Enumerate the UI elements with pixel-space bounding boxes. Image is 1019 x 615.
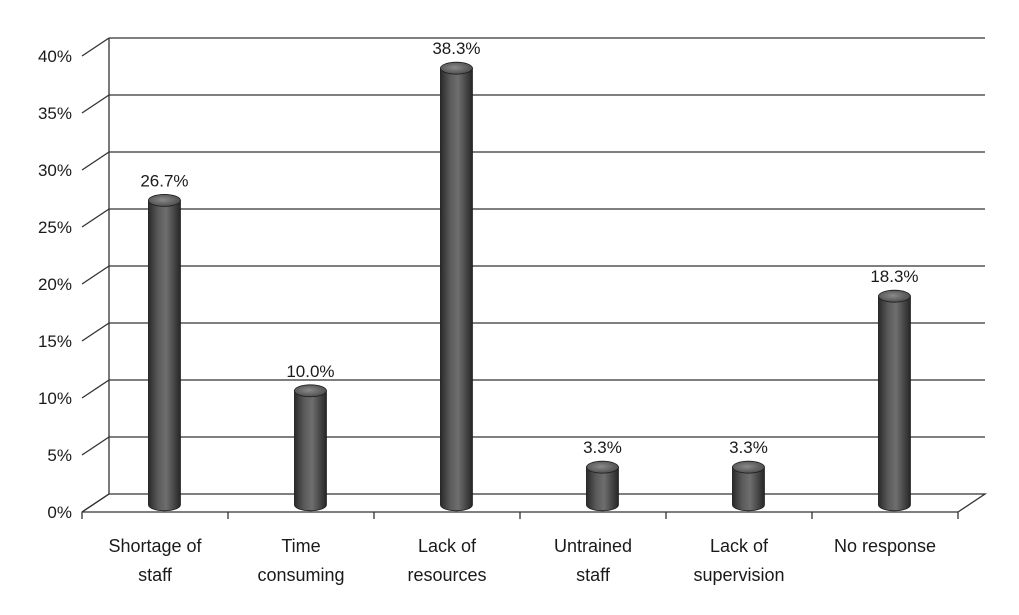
bar (732, 460, 765, 512)
category-label: Lack of supervision (693, 536, 784, 585)
data-label: 3.3% (583, 438, 622, 457)
side-wall-line (81, 37, 110, 57)
side-wall-line (81, 151, 110, 171)
bar (586, 460, 619, 512)
axes (81, 38, 988, 519)
side-wall-line (81, 436, 110, 456)
side-wall-line (81, 208, 110, 228)
bar-cap (732, 460, 765, 474)
bar-body (586, 466, 619, 512)
y-tick-label: 0% (47, 503, 72, 522)
bar-cap (586, 460, 619, 474)
bar-body (732, 466, 765, 512)
y-tick-label: 35% (38, 104, 72, 123)
side-wall-line (81, 379, 110, 399)
category-label: Untrained staff (554, 536, 632, 585)
bar (294, 384, 327, 512)
gridlines (81, 37, 985, 513)
y-tick-label: 30% (38, 161, 72, 180)
bar-cap (878, 289, 911, 303)
y-tick-label: 40% (38, 47, 72, 66)
bar-cap (148, 194, 181, 207)
bar-body (148, 200, 181, 512)
side-wall-line (81, 322, 110, 342)
bar-body (878, 295, 911, 512)
bars (148, 61, 911, 512)
bar-cap (294, 384, 327, 398)
side-wall-line (81, 265, 110, 285)
data-label: 26.7% (140, 171, 188, 190)
y-tick-label: 25% (38, 218, 72, 237)
y-tick-label: 5% (47, 446, 72, 465)
category-label: Shortage of staff (108, 536, 202, 585)
data-label: 18.3% (870, 267, 918, 286)
y-tick-label: 20% (38, 275, 72, 294)
category-label: Time consuming (257, 536, 344, 585)
category-label: Lack of resources (407, 536, 486, 585)
y-tick-label: 10% (38, 389, 72, 408)
floor (81, 493, 988, 513)
data-label: 38.3% (432, 39, 480, 58)
y-tick-label: 15% (38, 332, 72, 351)
bar-body (440, 67, 473, 512)
side-wall-line (81, 94, 110, 114)
bar (440, 61, 473, 512)
bar (148, 194, 181, 512)
data-label: 10.0% (286, 362, 334, 381)
data-label: 3.3% (729, 438, 768, 457)
category-label: No response (834, 536, 936, 556)
labels: 0% 5% 10% 15% 20% 25% 30% 35% 40% 26.7% Shortage o… (38, 39, 936, 585)
bar-cap (440, 61, 473, 75)
bar (878, 289, 911, 512)
bar-body (294, 390, 327, 512)
